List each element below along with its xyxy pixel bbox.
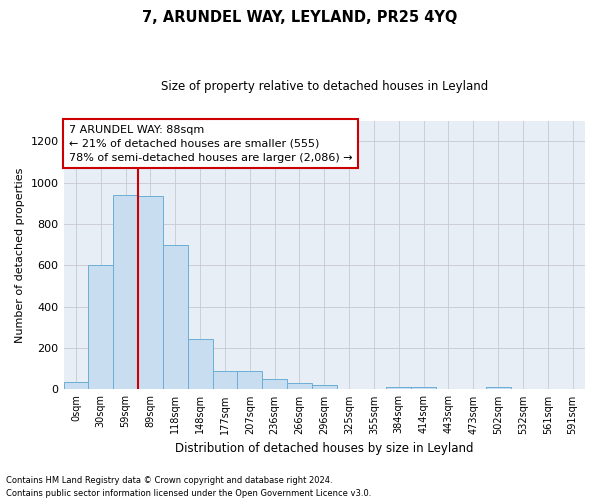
Bar <box>411 388 436 390</box>
Y-axis label: Number of detached properties: Number of detached properties <box>15 168 25 342</box>
Bar <box>485 388 511 390</box>
Bar <box>386 388 411 390</box>
Bar <box>88 266 113 390</box>
Bar <box>188 339 212 390</box>
Bar <box>312 386 337 390</box>
Title: Size of property relative to detached houses in Leyland: Size of property relative to detached ho… <box>161 80 488 93</box>
Text: 7, ARUNDEL WAY, LEYLAND, PR25 4YQ: 7, ARUNDEL WAY, LEYLAND, PR25 4YQ <box>142 10 458 25</box>
X-axis label: Distribution of detached houses by size in Leyland: Distribution of detached houses by size … <box>175 442 473 455</box>
Text: 7 ARUNDEL WAY: 88sqm
← 21% of detached houses are smaller (555)
78% of semi-deta: 7 ARUNDEL WAY: 88sqm ← 21% of detached h… <box>69 124 352 162</box>
Bar <box>64 382 88 390</box>
Bar <box>163 244 188 390</box>
Bar <box>262 379 287 390</box>
Bar <box>138 196 163 390</box>
Bar <box>287 383 312 390</box>
Bar <box>113 195 138 390</box>
Bar <box>238 371 262 390</box>
Bar <box>212 371 238 390</box>
Text: Contains HM Land Registry data © Crown copyright and database right 2024.
Contai: Contains HM Land Registry data © Crown c… <box>6 476 371 498</box>
